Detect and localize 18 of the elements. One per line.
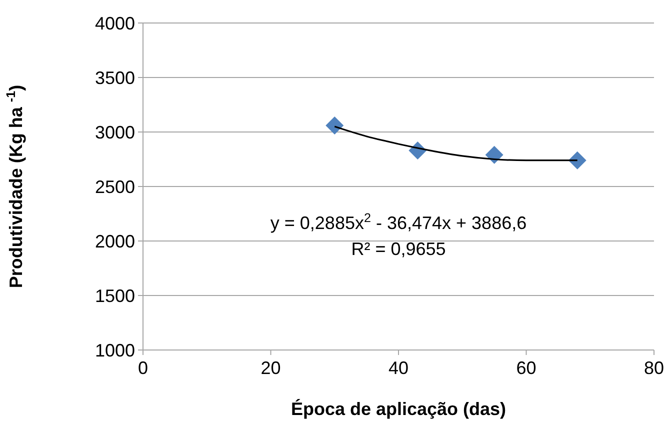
- annotation: R² = 0,9655: [351, 239, 446, 260]
- y-tick-label: 2000: [94, 231, 135, 252]
- y-tick-label: 1500: [94, 286, 135, 306]
- point: [568, 151, 586, 170]
- x-tick-label: 0: [138, 358, 148, 378]
- y-tick-label: 3500: [94, 68, 135, 88]
- y-tick-label: 4000: [94, 13, 135, 34]
- point: [326, 116, 344, 134]
- point: [485, 146, 504, 164]
- x-tick-label: 60: [516, 358, 536, 378]
- x-tick-label: 80: [644, 358, 664, 378]
- y-tick-label: 3000: [94, 122, 135, 142]
- y-tick-label: 1000: [94, 340, 135, 360]
- y-tick-label: 2500: [94, 176, 135, 197]
- annotation: y = 0,2885x$^{2}$ - 36,474x + 3886,6: [270, 211, 527, 234]
- x-tick-label: 20: [260, 358, 281, 378]
- x-axis-title: Época de aplicação (das): [290, 399, 506, 419]
- x-tick-label: 40: [388, 358, 409, 378]
